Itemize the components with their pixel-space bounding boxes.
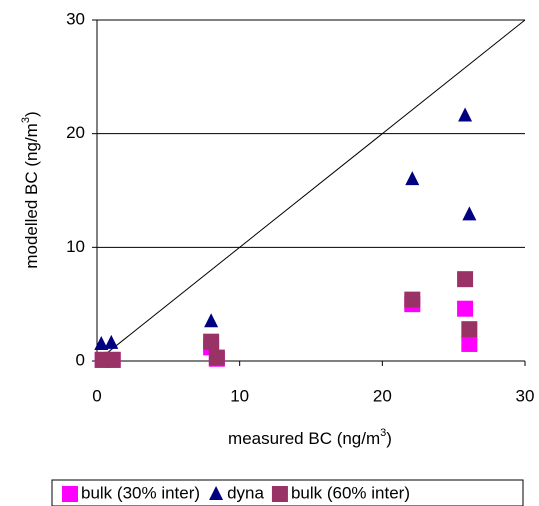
triangle-marker: [209, 486, 224, 500]
triangle-marker: [405, 171, 420, 186]
x-axis-label: measured BC (ng/m3): [228, 427, 392, 449]
triangle-marker: [204, 313, 219, 328]
triangle-marker: [458, 107, 473, 122]
legend-label: dyna: [227, 483, 264, 502]
identity-line: [96, 19, 526, 362]
x-label-end: ): [386, 429, 392, 448]
y-tick-label: 0: [76, 350, 85, 369]
x-tick-label: 20: [373, 386, 392, 405]
x-label-text: measured BC (ng/m: [228, 429, 380, 448]
y-tick-label: 30: [66, 9, 85, 28]
x-tick-label: 10: [230, 386, 249, 405]
square-marker: [457, 300, 474, 317]
y-label-sup: 3: [20, 117, 32, 123]
square-marker: [461, 321, 478, 338]
square-marker: [404, 291, 421, 308]
y-tick-label: 10: [66, 237, 85, 256]
y-tick-label: 20: [66, 123, 85, 142]
triangle-marker: [104, 334, 119, 349]
legend-label: bulk (30% inter): [81, 483, 200, 502]
square-marker: [203, 333, 220, 350]
square-marker: [271, 486, 288, 502]
triangle-marker: [462, 206, 477, 221]
square-marker: [104, 351, 121, 368]
square-marker: [461, 335, 478, 352]
square-marker: [208, 349, 225, 366]
y-axis-label: modelled BC (ng/m3): [20, 111, 42, 268]
x-tick-label: 30: [516, 386, 535, 405]
square-marker: [62, 486, 78, 502]
triangle-marker: [94, 335, 109, 350]
y-label-text: modelled BC (ng/m: [22, 123, 41, 269]
y-label-end: ): [22, 111, 41, 117]
x-label-sup: 3: [380, 427, 386, 439]
square-marker: [457, 271, 474, 288]
legend-label: bulk (60% inter): [291, 483, 410, 502]
x-tick-label: 0: [92, 386, 101, 405]
